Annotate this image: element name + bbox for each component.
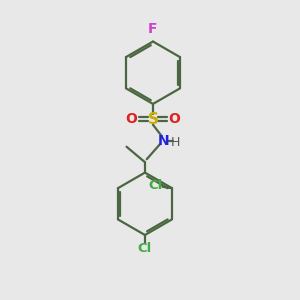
Text: H: H bbox=[171, 136, 181, 149]
Text: F: F bbox=[148, 22, 158, 36]
Text: Cl: Cl bbox=[138, 242, 152, 255]
Text: S: S bbox=[148, 112, 158, 127]
Text: N: N bbox=[158, 134, 169, 148]
Text: O: O bbox=[168, 112, 180, 126]
Text: O: O bbox=[126, 112, 137, 126]
Text: Cl: Cl bbox=[148, 179, 163, 192]
